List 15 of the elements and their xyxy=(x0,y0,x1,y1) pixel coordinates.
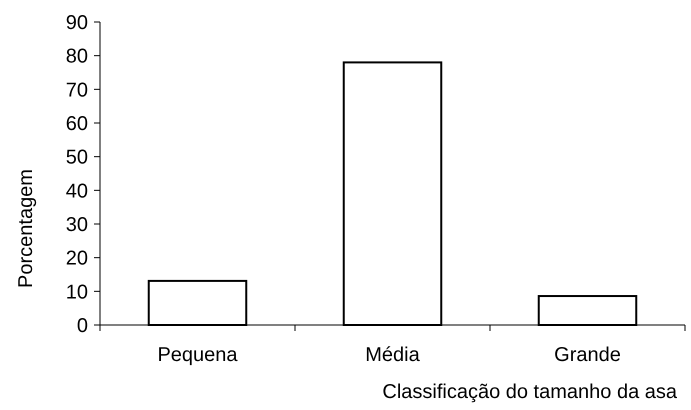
x-axis-title: Classificação do tamanho da asa xyxy=(382,381,678,403)
y-tick-label: 20 xyxy=(66,248,88,270)
y-tick-label: 70 xyxy=(66,79,88,102)
y-tick-label: 10 xyxy=(66,281,88,304)
x-tick-label: Pequena xyxy=(157,344,238,366)
y-tick-label: 60 xyxy=(66,113,88,135)
y-tick-label: 80 xyxy=(66,46,88,68)
x-tick-label: Média xyxy=(365,344,421,366)
y-axis-title: Porcentagem xyxy=(15,169,37,288)
y-tick-label: 50 xyxy=(66,146,88,169)
x-tick-label: Grande xyxy=(554,344,621,366)
y-tick-label: 30 xyxy=(66,214,88,236)
y-tick-label: 0 xyxy=(76,315,88,337)
y-tick-label: 90 xyxy=(66,12,88,34)
y-tick-label: 40 xyxy=(66,180,88,202)
